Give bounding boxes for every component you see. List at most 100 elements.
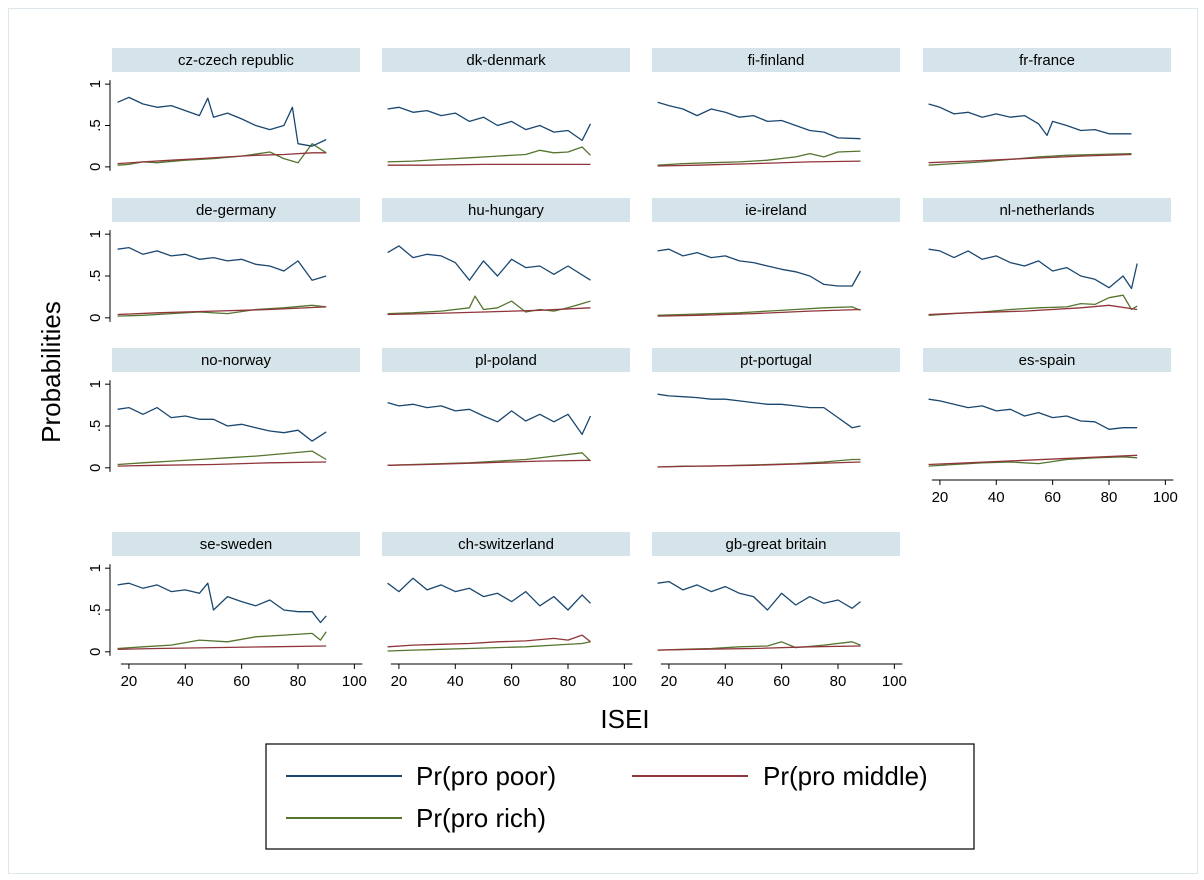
- series-line-pr-pro-poor: [387, 577, 591, 611]
- series-line-pr-pro-middle: [657, 160, 861, 167]
- panel-nl-netherlands: nl-netherlands: [923, 198, 1171, 316]
- series-line-pr-pro-rich: [657, 306, 861, 316]
- x-tick-label: 40: [717, 673, 734, 690]
- series-line-pr-pro-poor: [117, 96, 327, 147]
- series-line-pr-pro-poor: [657, 101, 861, 140]
- panel-es-spain: es-spain 20 40 60 80 100: [923, 348, 1178, 506]
- panel-title: se-sweden: [200, 536, 273, 553]
- x-tick-label: 60: [233, 673, 250, 690]
- x-tick-label: 100: [882, 673, 907, 690]
- panel-strip: [112, 348, 360, 372]
- series-line-pr-pro-poor: [387, 106, 592, 142]
- x-tick-label: 80: [290, 673, 307, 690]
- x-tick-label: 20: [661, 673, 678, 690]
- panel-de-germany: de-germany 0 .5 1: [87, 198, 360, 322]
- x-tick-label: 100: [342, 673, 367, 690]
- panel-strip: [923, 198, 1171, 222]
- panel-title: cz-czech republic: [178, 52, 294, 69]
- panel-title: pt-portugal: [740, 352, 812, 369]
- panel-title: pl-poland: [475, 352, 537, 369]
- series-line-pr-pro-rich: [387, 641, 591, 652]
- x-tick-label: 40: [988, 489, 1005, 506]
- series-line-pr-pro-middle: [387, 307, 591, 316]
- series-line-pr-pro-middle: [117, 306, 327, 316]
- series-line-pr-pro-poor: [928, 248, 1138, 290]
- panel-strip: [652, 532, 900, 556]
- series-line-pr-pro-poor: [117, 406, 327, 442]
- panel-strip: [112, 532, 360, 556]
- panel-title: fi-finland: [748, 52, 805, 69]
- panel-title: gb-great britain: [726, 536, 827, 553]
- y-tick-label: 0: [87, 163, 104, 171]
- series-line-pr-pro-rich: [657, 150, 861, 166]
- panel-title: dk-denmark: [466, 52, 546, 69]
- series-line-pr-pro-rich: [387, 146, 591, 163]
- panel-strip: [923, 348, 1171, 372]
- series-line-pr-pro-poor: [657, 580, 861, 611]
- y-tick-label: 0: [87, 314, 104, 322]
- x-tick-label: 60: [773, 673, 790, 690]
- series-line-pr-pro-rich: [117, 304, 327, 317]
- series-line-pr-pro-poor: [117, 582, 327, 624]
- series-line-pr-pro-middle: [657, 461, 861, 468]
- panel-title: ie-ireland: [745, 202, 807, 219]
- panel-fr-france: fr-france: [923, 48, 1171, 166]
- x-tick-label: 80: [1101, 489, 1118, 506]
- series-line-pr-pro-poor: [387, 401, 592, 436]
- panel-ch-switzerland: ch-switzerland 20 40 60 80 100: [382, 532, 637, 690]
- panel-title: fr-france: [1019, 52, 1075, 69]
- series-line-pr-pro-middle: [387, 163, 591, 166]
- series-line-pr-pro-rich: [387, 452, 591, 466]
- panel-pt-portugal: pt-portugal: [652, 348, 900, 468]
- series-line-pr-pro-middle: [657, 308, 861, 317]
- panel-strip: [112, 48, 360, 72]
- series-line-pr-pro-middle: [657, 645, 861, 651]
- y-tick-label: 1: [87, 380, 104, 388]
- panel-title: no-norway: [201, 352, 272, 369]
- x-tick-label: 20: [391, 673, 408, 690]
- series-line-pr-pro-rich: [117, 631, 327, 650]
- x-axis-title: ISEI: [600, 704, 649, 734]
- y-tick-label: 0: [87, 464, 104, 472]
- legend-label-pro-middle: Pr(pro middle): [763, 761, 928, 791]
- panel-strip: [923, 48, 1171, 72]
- panel-se-sweden: se-sweden 0 .5 1 20 40 60 80 100: [87, 532, 367, 690]
- legend-box: [265, 743, 975, 850]
- panel-strip: [382, 48, 630, 72]
- series-line-pr-pro-middle: [387, 459, 591, 466]
- panel-no-norway: no-norway 0 .5 1: [87, 348, 360, 472]
- x-tick-label: 100: [612, 673, 637, 690]
- panel-gb-great-britain: gb-great britain 20 40 60 80 100: [652, 532, 907, 690]
- x-tick-label: 40: [447, 673, 464, 690]
- panel-hu-hungary: hu-hungary: [382, 198, 630, 316]
- series-line-pr-pro-poor: [387, 245, 591, 281]
- panel-title: nl-netherlands: [999, 202, 1094, 219]
- legend-label-pro-rich: Pr(pro rich): [416, 803, 546, 833]
- y-tick-label: 1: [87, 564, 104, 572]
- x-tick-label: 80: [560, 673, 577, 690]
- x-tick-label: 20: [932, 489, 949, 506]
- panel-pl-poland: pl-poland: [382, 348, 630, 466]
- y-tick-label: 0: [87, 648, 104, 656]
- x-tick-label: 60: [1044, 489, 1061, 506]
- panel-title: hu-hungary: [468, 202, 544, 219]
- series-line-pr-pro-rich: [387, 295, 591, 315]
- panel-strip: [652, 48, 900, 72]
- panel-strip: [382, 532, 630, 556]
- panel-title: es-spain: [1019, 352, 1076, 369]
- series-line-pr-pro-middle: [928, 454, 1138, 466]
- series-line-pr-pro-poor: [117, 246, 327, 281]
- series-line-pr-pro-middle: [117, 645, 327, 650]
- panel-title: de-germany: [196, 202, 277, 219]
- series-line-pr-pro-middle: [387, 634, 591, 648]
- y-tick-label: .5: [87, 420, 104, 433]
- y-tick-label: 1: [87, 80, 104, 88]
- x-tick-label: 40: [177, 673, 194, 690]
- panel-strip: [652, 348, 900, 372]
- panel-strip: [112, 198, 360, 222]
- panel-strip: [652, 198, 900, 222]
- x-tick-label: 60: [503, 673, 520, 690]
- panel-ie-ireland: ie-ireland: [652, 198, 900, 317]
- panel-title: ch-switzerland: [458, 536, 554, 553]
